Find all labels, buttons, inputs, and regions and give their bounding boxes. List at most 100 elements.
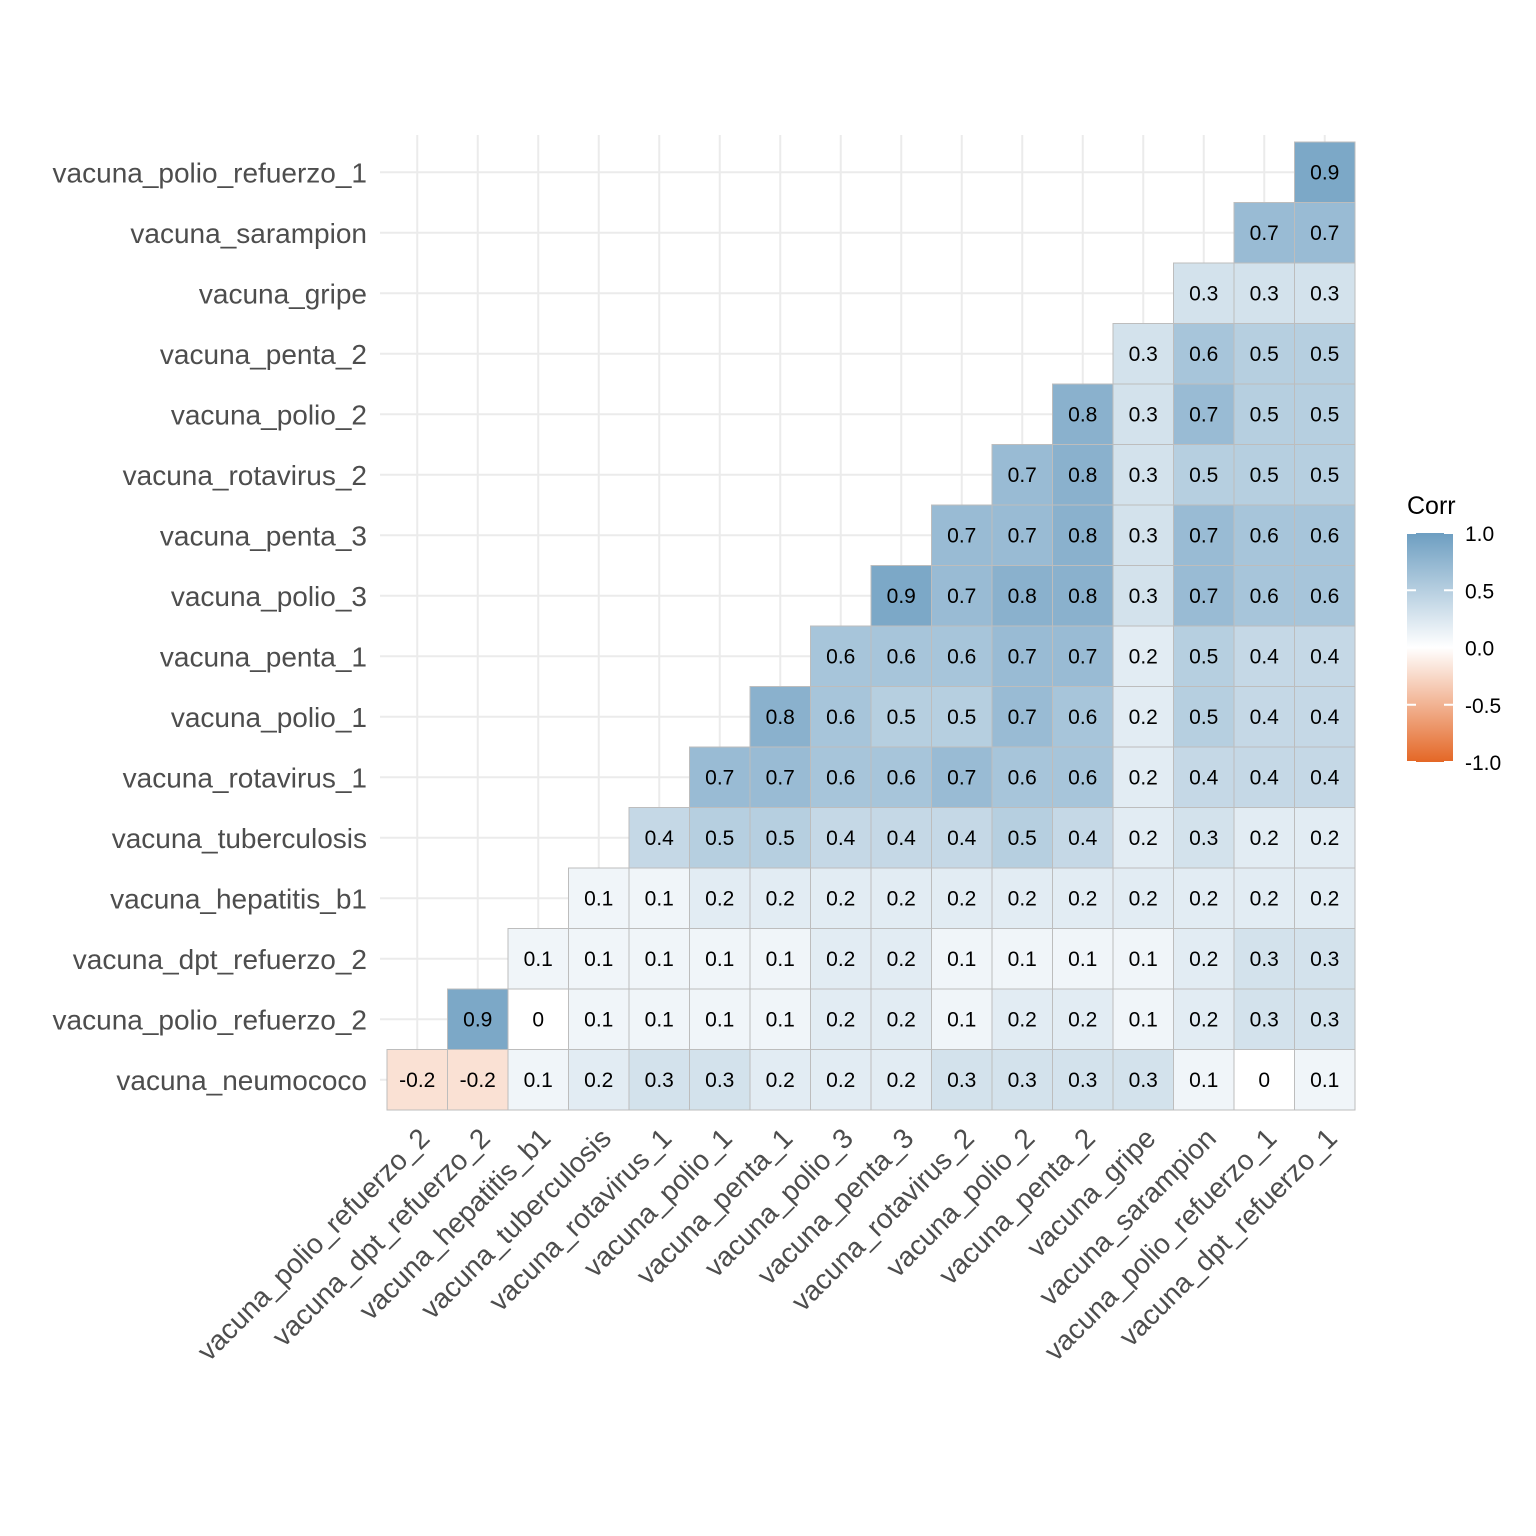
cell-value-label: 0.7 (1310, 222, 1339, 245)
heatmap-cell (628, 1049, 690, 1111)
cell-value-label: 0.6 (887, 766, 916, 789)
cell-value-label: 0.5 (1310, 403, 1339, 426)
heatmap-cell (1233, 686, 1295, 748)
y-tick-label: vacuna_polio_1 (171, 702, 367, 733)
heatmap-cell (1173, 867, 1235, 929)
heatmap-cell (1294, 746, 1356, 808)
legend-tick-label: -1.0 (1465, 752, 1501, 775)
cell-value-label: 0.5 (947, 706, 976, 729)
cell-value-label: 0.9 (887, 585, 916, 608)
heatmap-cell (810, 928, 872, 990)
cell-value-label: 0.6 (826, 706, 855, 729)
heatmap-cell (1173, 504, 1235, 566)
cell-value-label: 0.1 (584, 948, 613, 971)
cell-value-label: 0.2 (826, 1008, 855, 1031)
heatmap-cell (991, 988, 1053, 1050)
cell-value-label: 0.4 (1068, 827, 1098, 850)
cell-value-label: -0.2 (399, 1069, 435, 1092)
heatmap-cell (689, 1049, 751, 1111)
cell-value-label: 0.4 (947, 827, 977, 850)
heatmap-cell (1173, 262, 1235, 324)
cell-value-label: 0.2 (1189, 1008, 1218, 1031)
heatmap-cell (1233, 1049, 1295, 1111)
cell-value-label: 0.2 (1129, 827, 1158, 850)
cell-value-label: 0.2 (887, 1008, 916, 1031)
cell-value-label: 0.4 (1310, 706, 1340, 729)
cell-value-label: 0.1 (584, 1008, 613, 1031)
heatmap-cell (1233, 444, 1295, 506)
heatmap-cell (1233, 323, 1295, 385)
heatmap-cell (870, 565, 932, 627)
cell-value-label: 0.6 (1310, 585, 1339, 608)
heatmap-cell (689, 867, 751, 929)
cell-value-label: 0.2 (1310, 887, 1339, 910)
cell-value-label: 0.7 (1008, 706, 1037, 729)
x-axis-labels: vacuna_polio_refuerzo_2vacuna_dpt_refuer… (191, 1122, 1343, 1366)
cell-value-label: 0.3 (1189, 282, 1218, 305)
heatmap-cell (1052, 565, 1114, 627)
cell-value-label: 0.2 (1008, 1008, 1037, 1031)
cell-value-label: 0.5 (1250, 403, 1279, 426)
cell-value-label: 0.2 (1068, 1008, 1097, 1031)
cell-value-label: 0.4 (826, 827, 856, 850)
heatmap-cell (1294, 141, 1356, 203)
cell-value-label: 0.3 (947, 1069, 976, 1092)
cell-value-label: 0.2 (887, 887, 916, 910)
cell-value-label: 0.2 (1189, 948, 1218, 971)
cell-value-label: 0.4 (1310, 645, 1340, 668)
heatmap-cell (810, 625, 872, 687)
cell-value-label: 0.2 (1310, 827, 1339, 850)
heatmap-cell (568, 1049, 630, 1111)
heatmap-cell (689, 928, 751, 990)
cell-value-label: 0.3 (1189, 827, 1218, 850)
heatmap-cell (870, 746, 932, 808)
cell-value-label: 0.1 (1189, 1069, 1218, 1092)
cell-value-label: 0.3 (1008, 1069, 1037, 1092)
cell-value-label: 0.3 (1129, 524, 1158, 547)
cell-value-label: 0.4 (1250, 645, 1280, 668)
cell-value-label: 0.5 (1250, 464, 1279, 487)
cell-value-label: 0.1 (947, 1008, 976, 1031)
cell-value-label: 0.2 (766, 1069, 795, 1092)
heatmap-cell (991, 686, 1053, 748)
cell-value-label: 0.3 (705, 1069, 734, 1092)
cell-value-label: 0.3 (1310, 282, 1339, 305)
heatmap-cell (1052, 444, 1114, 506)
cell-value-label: 0.1 (524, 1069, 553, 1092)
cell-value-label: 0.1 (584, 887, 613, 910)
heatmap-cell (1052, 928, 1114, 990)
cell-value-label: 0.1 (1068, 948, 1097, 971)
heatmap-cell (1294, 202, 1356, 264)
y-tick-label: vacuna_dpt_refuerzo_2 (73, 944, 367, 975)
heatmap-cell (991, 504, 1053, 566)
cell-value-label: 0.9 (1310, 161, 1339, 184)
heatmap-cell (1294, 444, 1356, 506)
legend-tick-label: 0.5 (1465, 580, 1494, 603)
heatmap-cell (1294, 1049, 1356, 1111)
cell-value-label: 0.6 (1310, 524, 1339, 547)
heatmap-cell (931, 625, 993, 687)
cell-value-label: 0.7 (705, 766, 734, 789)
heatmap-cell (1112, 444, 1174, 506)
cell-value-label: 0.1 (766, 1008, 795, 1031)
cell-value-label: 0.2 (1129, 706, 1158, 729)
heatmap-cell (1112, 323, 1174, 385)
heatmap-cell (1173, 928, 1235, 990)
y-tick-label: vacuna_penta_2 (160, 339, 367, 370)
heatmap-cell (931, 988, 993, 1050)
cell-value-label: 0.5 (1310, 464, 1339, 487)
legend-tick-label: 1.0 (1465, 523, 1494, 546)
heatmap-cell (931, 807, 993, 869)
cell-value-label: 0.2 (1129, 766, 1158, 789)
heatmap-cell (1052, 625, 1114, 687)
y-tick-label: vacuna_tuberculosis (112, 823, 367, 854)
cell-value-label: 0.6 (1008, 766, 1037, 789)
cell-value-label: 0.2 (887, 948, 916, 971)
y-tick-label: vacuna_hepatitis_b1 (110, 883, 367, 914)
cell-value-label: 0.4 (887, 827, 917, 850)
cell-value-label: 0.7 (1189, 524, 1218, 547)
cell-value-label: 0.4 (1250, 706, 1280, 729)
cell-value-label: -0.2 (460, 1069, 496, 1092)
cell-value-label: 0.7 (947, 585, 976, 608)
